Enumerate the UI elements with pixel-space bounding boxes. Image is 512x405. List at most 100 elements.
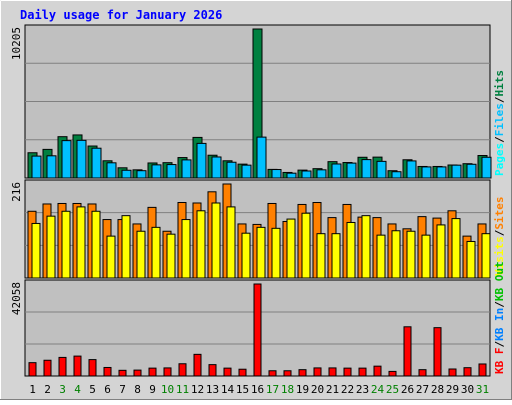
legend-entry: KB F <box>493 348 506 375</box>
bar-visits-day-26 <box>406 230 416 279</box>
bar-visits-day-3 <box>61 210 71 279</box>
bar-files-day-22 <box>346 162 357 179</box>
bar-visits-day-27 <box>421 234 431 279</box>
bar-visits-day-21 <box>331 233 341 279</box>
bar-kb-f-day-10 <box>163 367 172 377</box>
x-tick-label-day-15: 15 <box>236 383 249 396</box>
bar-kb-f-day-26 <box>403 326 412 377</box>
bar-visits-day-8 <box>136 230 146 279</box>
bar-files-day-8 <box>136 170 147 179</box>
x-tick-label-day-14: 14 <box>221 383 235 396</box>
bar-kb-f-day-29 <box>448 368 457 377</box>
x-tick-label-day-7: 7 <box>119 383 126 396</box>
bar-visits-day-23 <box>361 215 371 279</box>
bar-visits-day-25 <box>391 230 401 279</box>
bar-kb-f-day-14 <box>223 367 232 377</box>
legend-entry: Pages <box>493 143 506 176</box>
bar-kb-f-day-3 <box>58 356 67 377</box>
legend-entry: / <box>493 301 506 308</box>
x-tick-label-day-23: 23 <box>356 383 369 396</box>
bar-kb-f-day-23 <box>358 367 367 377</box>
legend-entry: / <box>493 341 506 348</box>
bar-kb-f-day-9 <box>148 367 157 377</box>
bar-files-day-17 <box>271 169 282 179</box>
bar-visits-day-17 <box>271 227 281 279</box>
bar-files-day-5 <box>91 147 102 179</box>
x-tick-label-day-2: 2 <box>44 383 51 396</box>
bar-visits-day-29 <box>451 218 461 279</box>
bar-files-day-20 <box>316 169 327 179</box>
x-tick-label-day-6: 6 <box>104 383 111 396</box>
bar-kb-f-day-22 <box>343 367 352 377</box>
series-kb-f <box>28 283 487 377</box>
bar-kb-f-day-7 <box>118 369 127 377</box>
bar-files-day-29 <box>451 164 462 179</box>
bar-kb-f-day-12 <box>193 353 202 377</box>
bar-files-day-16 <box>256 136 267 179</box>
x-tick-label-day-12: 12 <box>191 383 204 396</box>
bar-kb-f-day-4 <box>73 355 82 377</box>
bar-visits-day-7 <box>121 215 131 279</box>
bar-files-day-3 <box>61 140 72 179</box>
bar-kb-f-day-18 <box>283 370 292 377</box>
bar-kb-f-day-16 <box>253 283 262 377</box>
x-tick-label-day-24: 24 <box>371 383 385 396</box>
x-tick-label-day-5: 5 <box>89 383 96 396</box>
x-tick-label-day-16: 16 <box>251 383 264 396</box>
bar-kb-f-day-1 <box>28 362 37 377</box>
x-tick-label-day-27: 27 <box>416 383 429 396</box>
bar-visits-day-19 <box>301 212 311 279</box>
legend-entry: / <box>493 96 506 103</box>
x-tick-label-day-31: 31 <box>476 383 489 396</box>
x-tick-label-day-19: 19 <box>296 383 309 396</box>
x-tick-label-day-3: 3 <box>59 383 66 396</box>
legend-entry: Sites <box>493 197 506 230</box>
bar-kb-f-day-19 <box>298 369 307 377</box>
bar-files-day-18 <box>286 172 297 179</box>
series-visits <box>31 202 491 279</box>
bar-kb-f-day-28 <box>433 327 442 377</box>
bar-kb-f-day-25 <box>388 370 397 377</box>
bar-kb-f-day-30 <box>463 367 472 377</box>
bar-visits-day-15 <box>241 232 251 279</box>
x-tick-label-day-29: 29 <box>446 383 459 396</box>
legend-entry: KB Out <box>493 261 506 301</box>
bar-files-day-23 <box>361 159 372 179</box>
x-tick-label-day-13: 13 <box>206 383 219 396</box>
bar-files-day-26 <box>406 160 417 179</box>
y-max-label: 10205 <box>10 27 23 60</box>
x-tick-label-day-17: 17 <box>266 383 279 396</box>
bar-visits-day-10 <box>166 233 176 279</box>
bar-files-day-21 <box>331 163 342 179</box>
bar-visits-day-11 <box>181 219 191 279</box>
bar-kb-f-day-11 <box>178 363 187 377</box>
bar-kb-f-day-8 <box>133 369 142 377</box>
bar-kb-f-day-2 <box>43 359 52 377</box>
x-tick-label-day-21: 21 <box>326 383 339 396</box>
legend-entry: Hits <box>493 70 506 97</box>
y-max-label: 216 <box>10 182 23 202</box>
x-tick-label-day-10: 10 <box>161 383 174 396</box>
panel-1: 216 Visits/Sites <box>10 179 506 279</box>
bar-files-day-7 <box>121 169 132 179</box>
bar-files-day-15 <box>241 164 252 179</box>
bar-files-day-6 <box>106 162 117 179</box>
bar-files-day-28 <box>436 166 447 179</box>
bar-kb-f-day-15 <box>238 368 247 377</box>
legend-0: Pages/Files/Hits <box>493 70 506 176</box>
bar-files-day-12 <box>196 142 207 179</box>
bar-kb-f-day-5 <box>88 359 97 377</box>
legend-entry: Visits <box>493 236 506 276</box>
bar-files-day-4 <box>76 139 87 179</box>
legend-entry: / <box>493 136 506 143</box>
bar-kb-f-day-21 <box>328 367 337 377</box>
bar-visits-day-5 <box>91 210 101 279</box>
bar-files-day-2 <box>46 155 57 179</box>
x-tick-label-day-25: 25 <box>386 383 399 396</box>
x-tick-label-day-11: 11 <box>176 383 189 396</box>
bar-visits-day-6 <box>106 235 116 279</box>
x-tick-label-day-22: 22 <box>341 383 354 396</box>
bar-files-day-10 <box>166 164 177 179</box>
bar-files-day-19 <box>301 170 312 179</box>
